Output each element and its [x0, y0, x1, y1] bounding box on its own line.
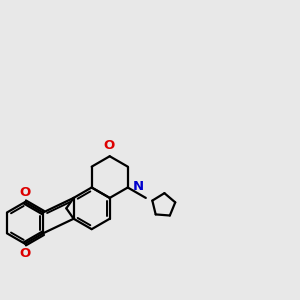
Text: N: N [133, 180, 144, 193]
Text: O: O [20, 186, 31, 199]
Text: O: O [20, 247, 31, 260]
Text: O: O [103, 139, 114, 152]
